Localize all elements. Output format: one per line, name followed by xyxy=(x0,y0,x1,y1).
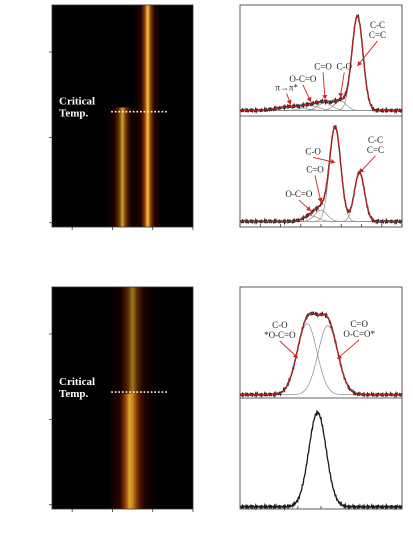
peak-label: C-C C=C xyxy=(369,20,386,40)
peak-arrowhead xyxy=(338,92,344,98)
peak-label: C-C C=C xyxy=(367,135,384,155)
peak-arrow xyxy=(336,339,360,360)
spectrum-data-line xyxy=(239,310,403,399)
heatmap-band xyxy=(105,107,140,227)
peak-arrow xyxy=(322,72,326,100)
peak-label: C=O O-C=O* xyxy=(343,319,375,339)
plot-frame xyxy=(51,4,194,228)
peak-arrowhead xyxy=(330,158,336,164)
spectrum-fit-line xyxy=(240,15,402,112)
peak-arrowhead xyxy=(322,94,328,100)
spectrum-fit-line xyxy=(240,312,402,396)
peak-arrowhead xyxy=(337,354,343,359)
peak-label: C=O xyxy=(306,164,324,174)
peak-arrowhead xyxy=(357,60,363,66)
peak-arrowhead xyxy=(359,167,365,173)
critical-temp-label: Critical Temp. xyxy=(59,376,95,400)
spectrum-fit-line xyxy=(240,125,402,223)
peak-label: O-C=O xyxy=(285,189,313,199)
peak-arrowhead xyxy=(306,96,312,102)
plot-frame xyxy=(51,286,194,510)
peak-arrowhead xyxy=(317,197,323,203)
peak-arrow xyxy=(357,40,378,67)
peak-label: C=O xyxy=(314,61,332,71)
peak-arrowhead xyxy=(305,206,311,211)
spectrum-data-line xyxy=(239,409,403,511)
component-peak xyxy=(240,172,402,222)
critical-temp-label: Critical Temp. xyxy=(59,96,95,120)
panel-c: Critical Temp. xyxy=(49,286,194,512)
peak-arrow xyxy=(314,175,322,203)
peak-arrowhead xyxy=(286,99,292,105)
peak-label: O-C=O xyxy=(289,74,317,84)
peak-arrowhead xyxy=(292,353,298,358)
panel-d: C-O *O-C=O C=O O-C=O* xyxy=(239,286,403,511)
peak-label: C-O xyxy=(336,61,352,71)
peak-label: C-O xyxy=(305,146,321,156)
panel-b: C-C C=CC-OC=OO-C=Oπ→π*C-OC-C C=CC=OO-C=O xyxy=(239,4,403,228)
panel-a: Critical Temp. xyxy=(49,4,194,230)
heatmap-band xyxy=(108,393,151,509)
peak-label: C-O *O-C=O xyxy=(264,320,296,340)
peak-label: π→π* xyxy=(275,82,298,92)
